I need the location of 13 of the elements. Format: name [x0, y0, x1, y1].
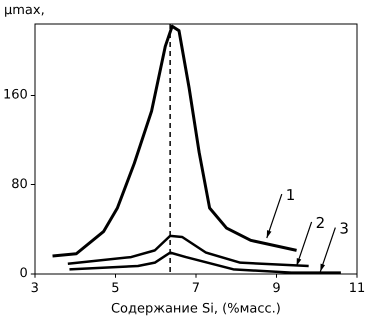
x-tick-label: 7 [192, 280, 200, 296]
x-tick-label: 9 [272, 280, 281, 296]
y-tick-label: 160 [2, 88, 28, 103]
annotation: 1 [286, 186, 296, 204]
x-axis-title: Содержание Si, (%масс.) [110, 302, 281, 317]
x-tick-label: 5 [111, 280, 120, 296]
x-tick-label: 11 [348, 280, 366, 296]
x-tick-label: 3 [30, 280, 39, 296]
y-axis-title: µmax, [4, 2, 45, 18]
annotation: 2 [316, 214, 326, 232]
y-tick-label: 0 [20, 266, 28, 282]
annotation: 3 [339, 219, 349, 238]
y-tick-label: 80 [11, 176, 28, 192]
